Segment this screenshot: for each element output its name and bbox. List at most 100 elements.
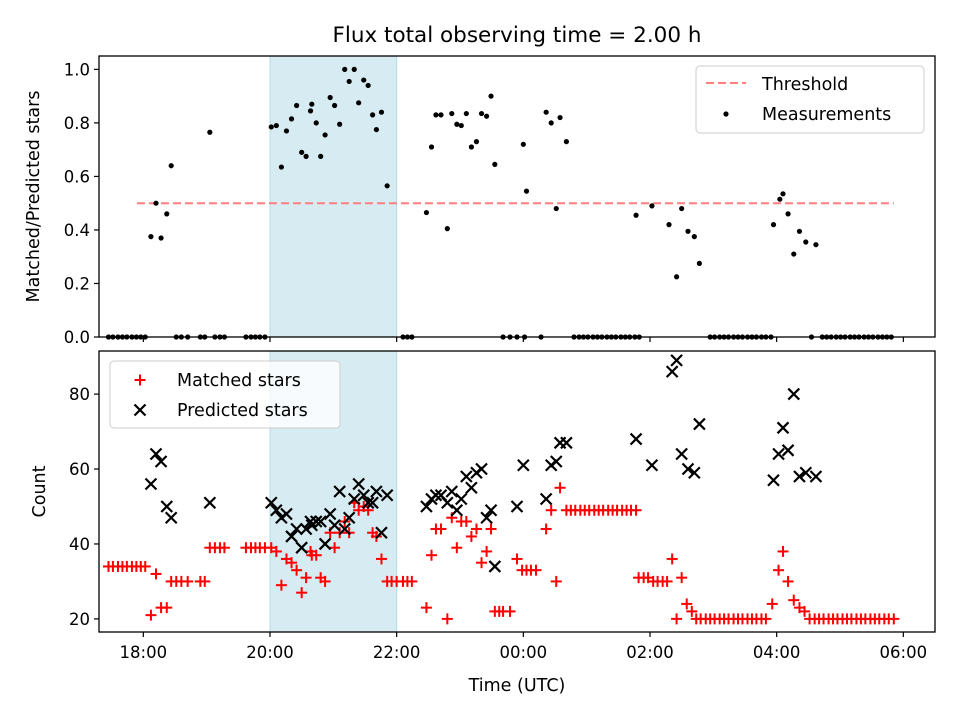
cross-stroke-b [420, 500, 433, 513]
measurement-point [268, 124, 274, 130]
cross-stroke-b [665, 365, 679, 378]
measurement-point [309, 101, 315, 107]
matched-point [799, 605, 811, 617]
cross-stroke-b [781, 444, 795, 457]
measurement-point [433, 112, 439, 118]
predicted-point [772, 447, 785, 461]
cross-stroke-b [429, 488, 443, 502]
matched-point [545, 504, 557, 516]
measurement-point [337, 121, 343, 127]
cross-stroke-b [454, 492, 468, 506]
measurement-point [520, 141, 526, 147]
cross-stroke-b [352, 477, 365, 491]
cross-stroke-b [787, 387, 801, 401]
legend-threshold-label: Threshold [761, 75, 848, 95]
matched-point [777, 545, 789, 557]
bottom-y-tick-label: 40 [69, 535, 90, 554]
measurement-point [351, 66, 357, 72]
cross-stroke-b [484, 503, 498, 517]
cross-stroke-b [149, 447, 163, 461]
measurement-point [346, 78, 352, 85]
matched-point [199, 575, 211, 587]
cross-stroke-b [342, 511, 356, 525]
predicted-point [380, 488, 394, 502]
predicted-point [488, 560, 502, 573]
measurement-point [207, 129, 213, 135]
predicted-point [781, 444, 795, 457]
cross-stroke-b [776, 421, 790, 435]
matched-point [145, 609, 157, 621]
cross-stroke-b [338, 522, 352, 536]
measurement-point [288, 116, 295, 122]
measurement-point [666, 222, 672, 228]
predicted-point [333, 485, 346, 498]
matched-point [470, 523, 482, 535]
cross-stroke-b [480, 511, 493, 525]
measurement-point [691, 234, 697, 240]
cross-stroke-b [133, 403, 147, 417]
measurement-point [294, 102, 300, 109]
predicted-point [314, 515, 327, 528]
measurement-point [777, 196, 783, 202]
measurement-point [423, 209, 430, 216]
cross-stroke-b [290, 522, 303, 536]
measurement-point [158, 235, 164, 241]
matched-point [426, 549, 437, 561]
predicted-point [299, 522, 313, 536]
matched-point [530, 564, 542, 576]
matched-point [451, 542, 463, 554]
measurement-point [273, 122, 279, 129]
measurement-point [803, 239, 809, 245]
predicted-point [285, 530, 298, 543]
predicted-point [370, 485, 383, 498]
measurement-point [454, 121, 460, 127]
cross-stroke-b [645, 458, 659, 472]
top-panel: 0.0 0.2 0.4 0.6 0.8 1.0 Matched/Predicted sta… [24, 55, 936, 347]
measurement-point [557, 114, 563, 121]
measurement-point [299, 149, 305, 155]
matched-point [681, 598, 693, 610]
matched-point [766, 598, 778, 610]
predicted-point [280, 507, 293, 521]
x-tick-label: 18:00 [120, 643, 168, 662]
cross-stroke-b [465, 481, 478, 495]
legend-x-marker [133, 403, 147, 417]
measurement-point [696, 260, 703, 267]
cross-stroke-b [445, 485, 459, 498]
cross-stroke-b [333, 485, 346, 498]
legend-predicted-label: Predicted stars [177, 401, 308, 421]
bottom-panel: 20 40 60 80 18:00 20:00 22:00 00:00 02:00 04:00 06… [30, 350, 936, 696]
matched-point [435, 523, 447, 535]
predicted-point [290, 522, 303, 536]
predicted-point [799, 466, 813, 480]
measurement-point [780, 191, 786, 197]
matched-point [888, 613, 900, 625]
predicted-point [203, 496, 217, 510]
matched-point [270, 545, 282, 557]
cross-stroke-b [539, 492, 553, 506]
cross-stroke-b [280, 507, 293, 521]
predicted-point [480, 511, 493, 525]
predicted-point [323, 507, 337, 521]
cross-stroke-b [285, 530, 298, 543]
measurement-point [313, 120, 319, 126]
predicted-point [484, 503, 498, 517]
cross-stroke-b [309, 515, 323, 528]
predicted-point [347, 492, 361, 506]
predicted-point [510, 500, 524, 513]
predicted-point [688, 466, 701, 480]
matched-point [286, 557, 298, 569]
measurement-point [813, 242, 819, 248]
predicted-point [549, 455, 563, 468]
measurement-point [449, 110, 455, 117]
measurement-point [492, 161, 498, 167]
predicted-point [445, 485, 459, 498]
matched-point [296, 587, 308, 599]
predicted-point [645, 458, 659, 472]
x-tick-label: 00:00 [500, 643, 548, 662]
matched-point [481, 545, 493, 557]
measurement-point [488, 93, 494, 99]
predicted-point [295, 541, 308, 554]
cross-stroke-b [450, 503, 464, 517]
